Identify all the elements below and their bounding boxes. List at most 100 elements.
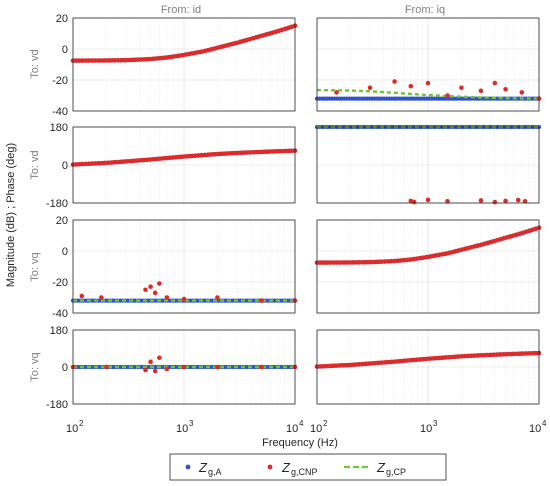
series-cnp-point [411, 199, 417, 205]
series-cnp-point [350, 260, 355, 265]
series-cnp-point [385, 259, 391, 264]
y-tick-label: -180 [46, 198, 68, 210]
series-cnp-point [128, 57, 134, 63]
series-cnp-point [125, 57, 130, 63]
legend-box [169, 453, 447, 481]
panel-frame-r4c1 [72, 329, 296, 405]
panel-r2c2 [314, 124, 542, 205]
series-cnp-point [250, 149, 256, 155]
panel-grid: -40 -20 0 20 -180 0 180 -40 -20 0 20 -180 0 180 [46, 13, 542, 411]
series-cnp-point [104, 364, 109, 370]
series-cnp-point [115, 57, 121, 63]
series-cnp-point [259, 364, 264, 370]
series-cnp-point [157, 355, 162, 361]
series-cnp-point [485, 352, 490, 358]
series-cp-line [317, 88, 540, 100]
row-label-2: To: vd [29, 150, 41, 179]
legend-sub-cnp: g,CNP [291, 467, 318, 477]
legend: Z g,A Z g,CNP Z g,CP [169, 453, 447, 481]
series-cnp-point [514, 351, 519, 357]
y-tick-label: 0 [62, 362, 68, 374]
series-cnp-point [346, 260, 352, 265]
panel-frame-r2c1 [72, 126, 296, 204]
series-cnp-point [382, 259, 387, 264]
y-tick-label: -180 [46, 399, 68, 411]
y-tick-label: 0 [62, 246, 68, 258]
y-tick-label: 20 [56, 13, 68, 25]
series-cnp-point [131, 57, 137, 63]
series-cnp-point [157, 281, 162, 286]
series-cnp-point [138, 57, 143, 62]
series-cnp-point [122, 57, 127, 63]
legend-base-cp: Z [376, 460, 386, 475]
series-cnp-point [498, 352, 503, 357]
series-cnp-point [238, 150, 243, 156]
series-cnp-point [317, 260, 323, 265]
series-cnp-point [181, 364, 187, 370]
y-tick-label: 0 [62, 44, 68, 56]
series-cnp-point [482, 352, 487, 358]
panel-frame-r3c1 [72, 219, 296, 314]
series-cnp-point [263, 149, 269, 155]
series-cnp-point [517, 351, 522, 357]
series-cnp-point [273, 149, 278, 154]
series-cnp-point [491, 352, 497, 358]
series-cnp-point [533, 350, 539, 356]
x-tick-exp-5: 3 [433, 419, 438, 428]
series-cnp-point [93, 58, 98, 63]
series-cnp-point [144, 56, 150, 62]
series-cnp-point [478, 88, 484, 94]
series-cnp-point [259, 298, 264, 303]
series-cnp-point [507, 351, 513, 357]
panel-frame-r1c1 [72, 17, 296, 112]
series-cnp-point [106, 58, 111, 63]
series-cnp-point [321, 260, 326, 265]
series-cnp-point [366, 259, 371, 265]
x-tick-exp-1: 2 [79, 419, 84, 428]
panel-frame-r1c2 [316, 17, 540, 112]
series-cnp-point [135, 57, 140, 62]
series-cnp-point [408, 83, 414, 89]
series-cnp-point [340, 260, 346, 265]
series-cnp-point [254, 149, 259, 155]
panel-r4c2 [314, 329, 542, 405]
x-tick-label-5: 10 [420, 423, 432, 435]
series-cnp-point [90, 58, 95, 63]
series-cnp-point [215, 364, 220, 370]
y-tick-label: -40 [52, 106, 68, 118]
series-cnp-point [459, 85, 464, 91]
legend-sub-a: g,A [208, 467, 222, 477]
series-cnp-point [362, 259, 368, 265]
x-tick-exp-6: 4 [542, 419, 547, 428]
series-cnp-point [515, 197, 521, 203]
x-tick-exp-2: 3 [189, 419, 194, 428]
series-cnp-point [289, 148, 295, 154]
series-cnp-point [503, 87, 508, 92]
series-cnp-point [334, 90, 339, 95]
legend-base-cnp: Z [281, 460, 291, 475]
series-cnp-point [247, 150, 253, 155]
series-cnp-point [286, 148, 291, 154]
series-cnp-point [234, 150, 240, 156]
x-tick-label-6: 10 [529, 423, 541, 435]
x-tick-label-4: 10 [310, 423, 322, 435]
x-tick-label-3: 10 [286, 423, 298, 435]
row-label-1: To: vd [29, 49, 41, 78]
series-cnp-point [503, 198, 508, 204]
series-cnp-point [445, 199, 450, 204]
series-cnp-point [379, 259, 384, 264]
panel-r1c1: -40 -20 0 20 [52, 13, 298, 118]
legend-sub-cp: g,CP [386, 467, 406, 477]
series-cnp-point [530, 350, 535, 356]
panel-frame-r3c2 [316, 219, 540, 314]
series-cnp-point [488, 352, 494, 358]
series-cnp-point [501, 352, 506, 357]
series-cnp-point [523, 351, 529, 356]
series-cnp-point [492, 80, 498, 86]
series-cnp-point [80, 58, 85, 63]
series-cnp-point [77, 58, 82, 63]
panel-frame-r2c2 [316, 126, 540, 204]
series-cnp-point [527, 351, 532, 356]
legend-marker-a [185, 464, 191, 470]
row-label-4: To: vq [29, 352, 41, 381]
